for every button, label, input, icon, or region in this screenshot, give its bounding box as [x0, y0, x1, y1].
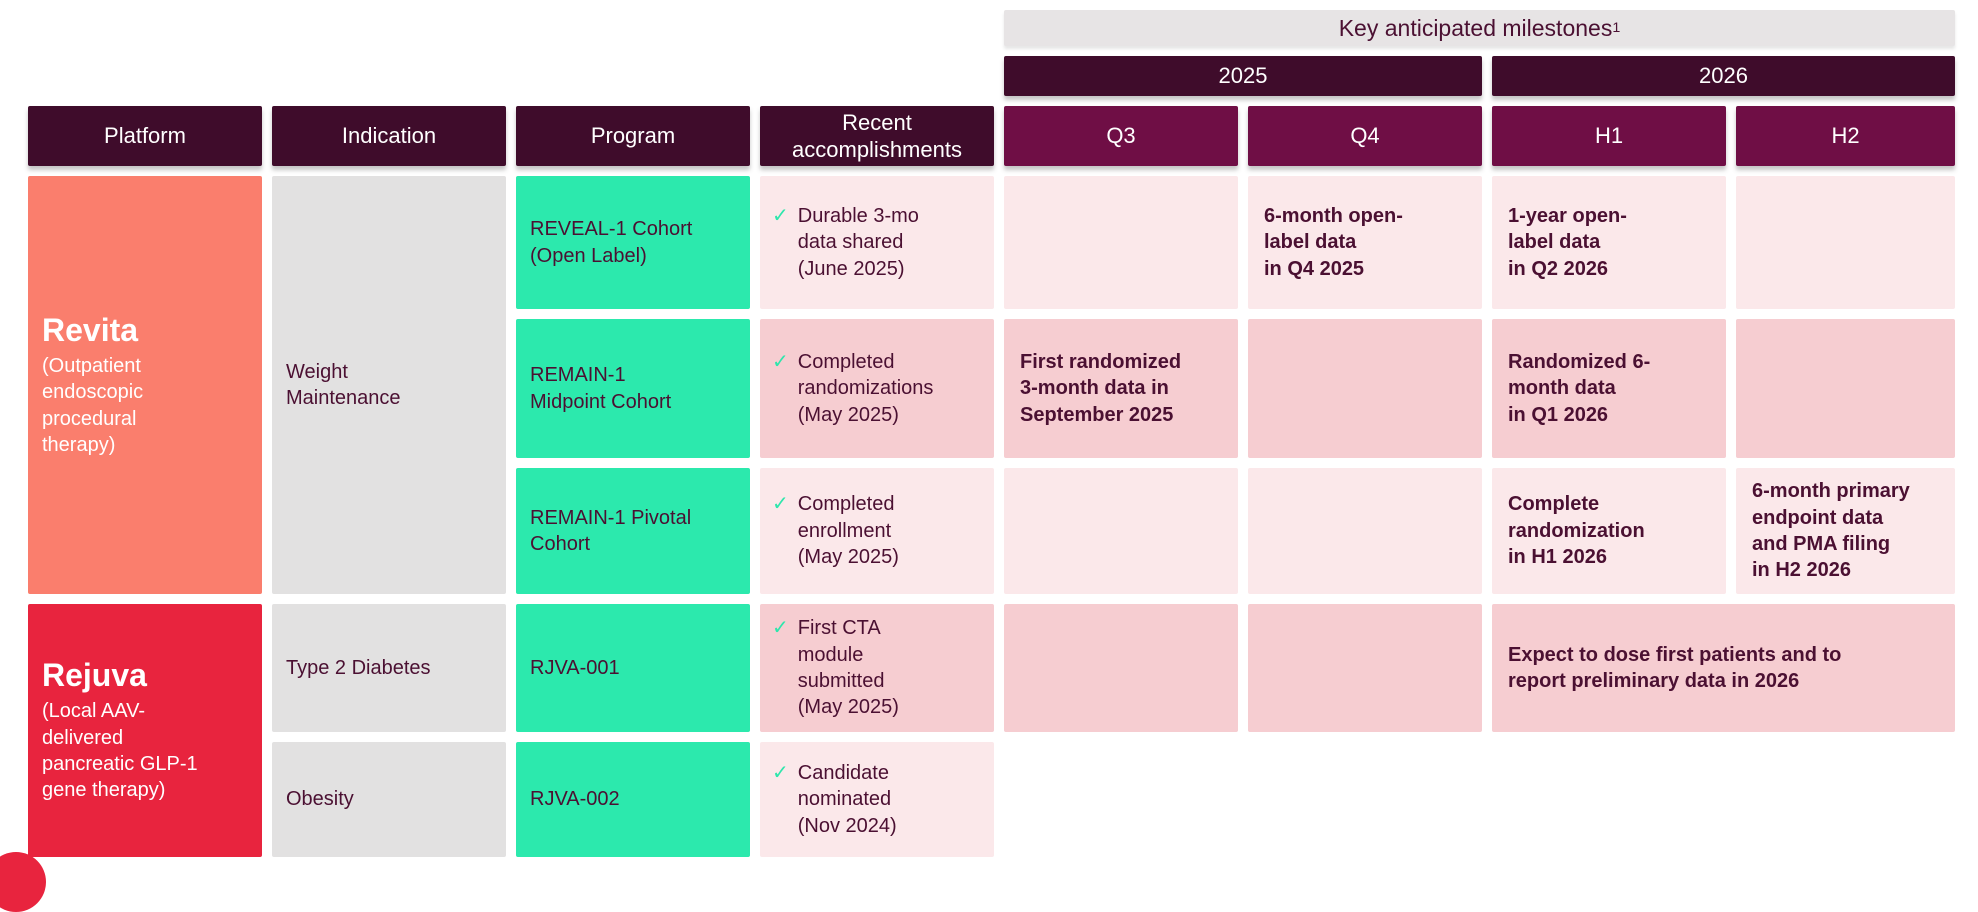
- milestone-cell-remain1-pivotal-h2: 6-month primary endpoint data and PMA fi…: [1736, 468, 1955, 594]
- platform-name-rejuva: Rejuva: [42, 657, 147, 694]
- milestone-cell-remain1-midpoint-q4-empty: [1248, 319, 1482, 458]
- accomplishment-cell-remain1-pivotal: ✓ Completed enrollment (May 2025): [760, 468, 994, 594]
- column-header-h1: H1: [1492, 106, 1726, 166]
- check-icon: ✓: [772, 204, 789, 227]
- column-header-program: Program: [516, 106, 750, 166]
- milestone-cell-reveal1-h1: 1-year open- label data in Q2 2026: [1492, 176, 1726, 309]
- column-header-q4-label: Q4: [1350, 123, 1380, 148]
- milestones-band: Key anticipated milestones 1: [1004, 10, 1955, 46]
- accomplishment-cell-reveal1: ✓ Durable 3-mo data shared (June 2025): [760, 176, 994, 309]
- program-cell-reveal1: REVEAL-1 Cohort (Open Label): [516, 176, 750, 309]
- milestone-cell-remain1-pivotal-q3-empty: [1004, 468, 1238, 594]
- indication-cell-weight-maintenance: Weight Maintenance: [272, 176, 506, 594]
- year-band-2026: 2026: [1492, 56, 1955, 96]
- column-header-indication: Indication: [272, 106, 506, 166]
- milestones-band-title: Key anticipated milestones: [1338, 14, 1613, 41]
- milestone-cell-rjva001-h1-h2: Expect to dose first patients and to rep…: [1492, 604, 1955, 732]
- platform-subtitle-revita: (Outpatient endoscopic procedural therap…: [42, 354, 144, 456]
- milestone-cell-reveal1-h2-empty: [1736, 176, 1955, 309]
- pipeline-table: Key anticipated milestones 1 2025 2026 Pl…: [28, 10, 1955, 857]
- platform-name-revita: Revita: [42, 311, 139, 348]
- accomplishment-text-rjva002: Candidate nominated (Nov 2024): [797, 761, 897, 837]
- accomplishment-cell-rjva001: ✓ First CTA module submitted (May 2025): [760, 604, 994, 732]
- accomplishment-text-remain1-pivotal: Completed enrollment (May 2025): [797, 493, 899, 569]
- milestone-cell-reveal1-q4: 6-month open- label data in Q4 2025: [1248, 176, 1482, 309]
- platform-cell-rejuva: Rejuva (Local AAV- delivered pancreatic …: [28, 604, 262, 857]
- accomplishment-cell-rjva002: ✓ Candidate nominated (Nov 2024): [760, 742, 994, 857]
- column-header-platform: Platform: [28, 106, 262, 166]
- program-cell-rjva002: RJVA-002: [516, 742, 750, 857]
- platform-cell-revita: Revita (Outpatient endoscopic procedural…: [28, 176, 262, 594]
- indication-cell-type2-diabetes: Type 2 Diabetes: [272, 604, 506, 732]
- column-header-q3: Q3: [1004, 106, 1238, 166]
- year-2025-label: 2025: [1218, 63, 1268, 89]
- check-icon: ✓: [772, 761, 789, 784]
- column-header-platform-label: Platform: [104, 123, 186, 149]
- column-header-h2-label: H2: [1831, 123, 1860, 148]
- column-header-q3-label: Q3: [1106, 123, 1136, 148]
- milestone-cell-reveal1-q3-empty: [1004, 176, 1238, 309]
- accomplishment-text-rjva001: First CTA module submitted (May 2025): [797, 617, 899, 719]
- column-header-indication-label: Indication: [341, 123, 437, 149]
- column-header-accomplishments-label: Recent accomplishments: [792, 109, 962, 163]
- milestone-cell-rjva001-q4-empty: [1248, 604, 1482, 732]
- column-header-h1-label: H1: [1594, 123, 1624, 148]
- milestone-cell-rjva001-q3-empty: [1004, 604, 1238, 732]
- milestone-cell-remain1-pivotal-h1: Complete randomization in H1 2026: [1492, 468, 1726, 594]
- program-cell-remain1-midpoint: REMAIN-1 Midpoint Cohort: [516, 319, 750, 458]
- milestone-cell-remain1-pivotal-q4-empty: [1248, 468, 1482, 594]
- check-icon: ✓: [772, 493, 789, 516]
- milestone-cell-remain1-midpoint-q3: First randomized 3-month data in Septemb…: [1004, 319, 1238, 458]
- accomplishment-cell-remain1-midpoint: ✓ Completed randomizations (May 2025): [760, 319, 994, 458]
- milestone-cell-remain1-midpoint-h2-empty: [1736, 319, 1955, 458]
- check-icon: ✓: [772, 617, 789, 640]
- year-2026-label: 2026: [1699, 63, 1748, 89]
- year-band-2025: 2025: [1004, 56, 1482, 96]
- column-header-h2: H2: [1736, 106, 1955, 166]
- platform-subtitle-rejuva: (Local AAV- delivered pancreatic GLP-1 g…: [42, 700, 198, 802]
- indication-cell-obesity: Obesity: [272, 742, 506, 857]
- program-cell-remain1-pivotal: REMAIN-1 Pivotal Cohort: [516, 468, 750, 594]
- column-header-program-label: Program: [590, 123, 676, 149]
- program-cell-rjva001: RJVA-001: [516, 604, 750, 732]
- column-header-q4: Q4: [1248, 106, 1482, 166]
- accomplishment-text-remain1-midpoint: Completed randomizations (May 2025): [797, 350, 934, 426]
- column-header-accomplishments: Recent accomplishments: [760, 106, 994, 166]
- decorative-red-circle: [0, 852, 46, 912]
- milestone-cell-remain1-midpoint-h1: Randomized 6- month data in Q1 2026: [1492, 319, 1726, 458]
- accomplishment-text-reveal1: Durable 3-mo data shared (June 2025): [797, 204, 919, 280]
- check-icon: ✓: [772, 350, 789, 373]
